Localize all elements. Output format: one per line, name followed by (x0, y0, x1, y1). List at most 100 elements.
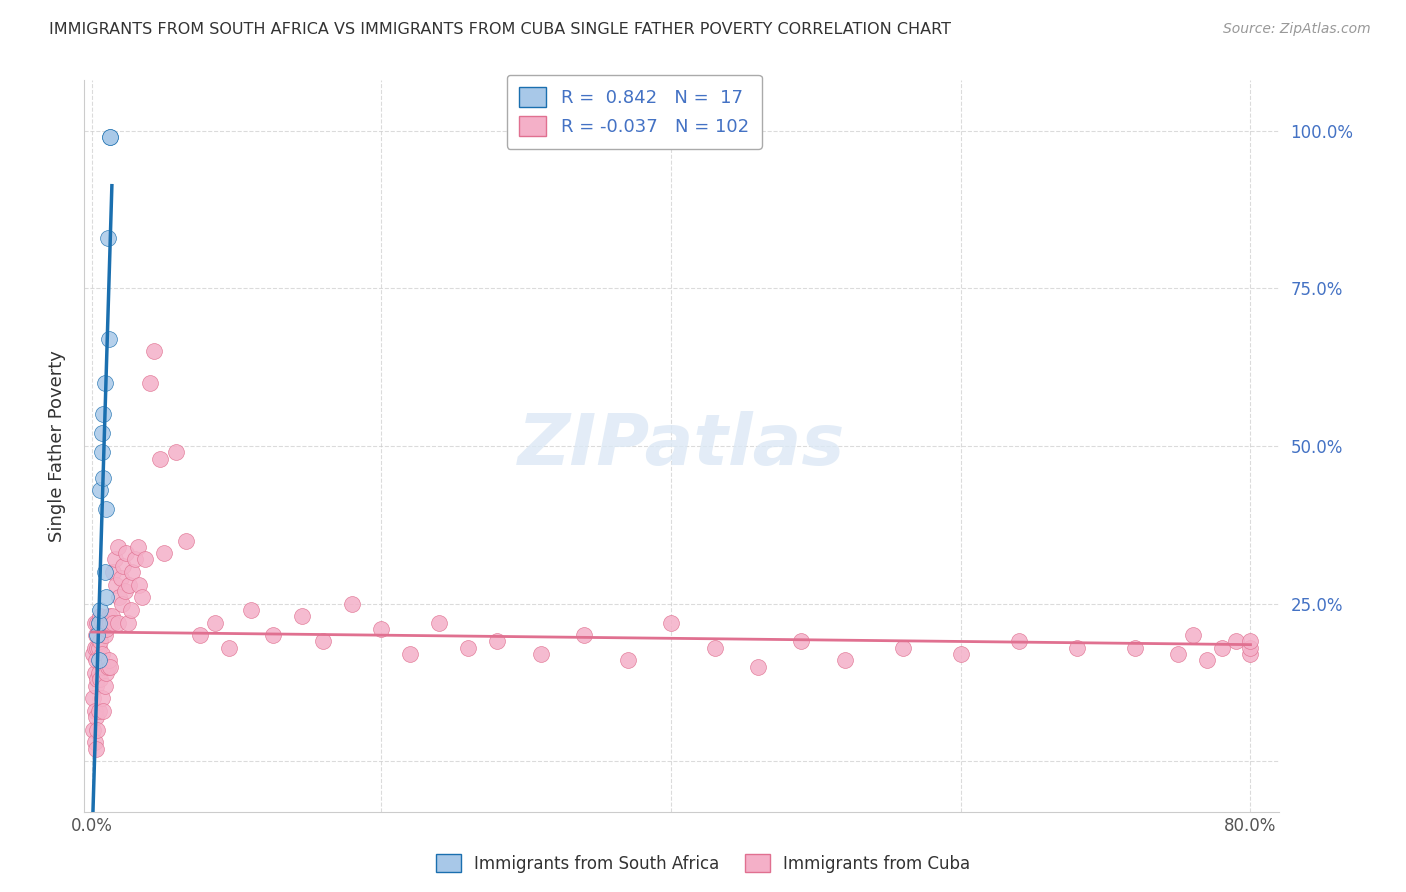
Point (84, 679, 107, 693)
Point (90, 647, 112, 661)
Point (1181, 628, 1204, 642)
Point (1123, 640, 1146, 655)
Point (616, 653, 638, 667)
Point (82, 723, 104, 737)
Point (174, 533, 197, 548)
Point (108, 591, 131, 605)
Point (86, 673, 108, 687)
Point (91, 704, 114, 718)
Point (98, 653, 121, 667)
Point (90, 445, 112, 459)
Point (107, 615, 129, 630)
Point (291, 609, 314, 624)
Point (90, 691, 112, 706)
Point (100, 615, 122, 630)
Point (93, 679, 115, 693)
Point (94, 502, 117, 516)
Point (188, 628, 211, 642)
Point (96, 615, 118, 630)
Point (659, 615, 682, 630)
Point (834, 653, 856, 667)
Point (84, 741, 107, 756)
Point (1167, 647, 1189, 661)
Point (100, 130, 122, 145)
Point (100, 130, 122, 145)
Point (105, 578, 128, 592)
Point (790, 634, 813, 648)
Point (1239, 634, 1261, 648)
Point (90, 615, 112, 630)
Point (572, 628, 595, 642)
Point (149, 451, 172, 466)
Point (703, 640, 725, 655)
Point (91, 622, 114, 636)
Point (87, 704, 110, 718)
Point (891, 640, 914, 655)
Point (91, 470, 114, 484)
Point (83, 665, 105, 680)
Y-axis label: Single Father Poverty: Single Father Poverty (48, 350, 66, 542)
Point (83, 735, 105, 749)
Point (86, 723, 108, 737)
Point (96, 659, 118, 673)
Point (262, 628, 284, 642)
Point (1195, 653, 1218, 667)
Point (115, 546, 138, 560)
Point (94, 665, 117, 680)
Point (83, 615, 105, 630)
Point (114, 584, 136, 599)
Point (84, 628, 107, 642)
Point (153, 546, 176, 560)
Point (124, 552, 146, 566)
Point (89, 609, 111, 624)
Point (165, 445, 187, 459)
Point (1211, 640, 1233, 655)
Point (86, 628, 108, 642)
Point (98, 332, 121, 346)
Point (142, 344, 165, 359)
Point (87, 653, 110, 667)
Point (111, 597, 134, 611)
Point (1239, 640, 1261, 655)
Point (949, 647, 972, 661)
Point (103, 615, 125, 630)
Point (112, 558, 135, 573)
Point (427, 615, 450, 630)
Text: Source: ZipAtlas.com: Source: ZipAtlas.com (1223, 22, 1371, 37)
Point (104, 552, 127, 566)
Point (93, 376, 115, 390)
Point (87, 615, 110, 630)
Point (87, 640, 110, 655)
Point (530, 647, 553, 661)
Point (127, 540, 149, 554)
Point (82, 647, 104, 661)
Text: IMMIGRANTS FROM SOUTH AFRICA VS IMMIGRANTS FROM CUBA SINGLE FATHER POVERTY CORRE: IMMIGRANTS FROM SOUTH AFRICA VS IMMIGRAN… (49, 22, 952, 37)
Point (82, 691, 104, 706)
Point (117, 615, 139, 630)
Point (134, 552, 156, 566)
Point (138, 376, 160, 390)
Point (457, 640, 479, 655)
Point (1225, 634, 1247, 648)
Point (110, 571, 132, 585)
Point (91, 659, 114, 673)
Point (486, 634, 509, 648)
Point (118, 578, 141, 592)
Point (1239, 647, 1261, 661)
Point (86, 615, 108, 630)
Point (84, 653, 107, 667)
Point (131, 591, 153, 605)
Point (239, 603, 262, 617)
Point (89, 634, 111, 648)
Point (204, 615, 226, 630)
Point (128, 578, 150, 592)
Point (747, 659, 769, 673)
Point (1008, 634, 1031, 648)
Point (120, 603, 142, 617)
Point (87, 665, 110, 680)
Point (94, 622, 117, 636)
Legend: R =  0.842   N =  17, R = -0.037   N = 102: R = 0.842 N = 17, R = -0.037 N = 102 (506, 75, 762, 149)
Point (342, 597, 364, 611)
Point (218, 640, 240, 655)
Point (90, 426, 112, 441)
